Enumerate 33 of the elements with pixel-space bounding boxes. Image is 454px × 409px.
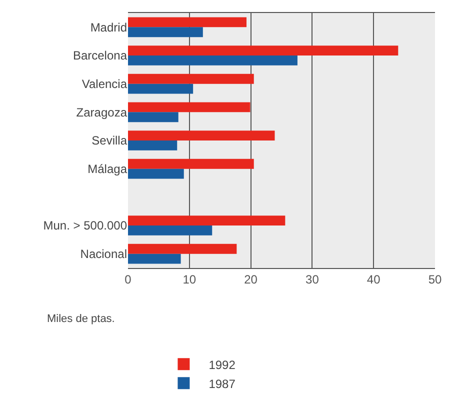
bar (128, 112, 178, 122)
bar (128, 84, 194, 94)
bar (128, 140, 178, 150)
bar (128, 56, 298, 66)
y-tick-label: Madrid (90, 20, 127, 34)
x-tick-label: 10 (182, 272, 196, 286)
bar (128, 244, 237, 254)
y-tick-label: Zaragoza (76, 105, 128, 120)
y-tick-label: Sevilla (92, 134, 128, 148)
legend-label: 1992 (208, 358, 236, 372)
bar (128, 168, 184, 179)
y-tick-label: Mun. > 500.000 (43, 218, 128, 233)
x-tick-label: 40 (366, 272, 381, 286)
bar (128, 130, 275, 140)
y-tick-label: Nacional (80, 247, 127, 262)
bar (128, 17, 246, 28)
y-tick-label: Barcelona (72, 48, 128, 63)
legend-label: 1987 (208, 376, 236, 391)
bar (128, 102, 250, 112)
x-tick-label: 50 (428, 272, 442, 286)
bar (128, 216, 286, 226)
bar (128, 226, 212, 236)
x-axis-title: Miles de ptas. (47, 313, 115, 325)
x-tick-label: 20 (244, 272, 258, 286)
bar (128, 27, 203, 38)
y-tick-label: Valencia (82, 77, 128, 92)
bar (128, 74, 254, 84)
bar (128, 254, 181, 264)
bar (128, 46, 398, 56)
bar (128, 158, 254, 169)
x-tick-label: 0 (124, 272, 132, 286)
x-tick-label: 30 (306, 272, 320, 286)
y-tick-label: Málaga (88, 162, 128, 176)
